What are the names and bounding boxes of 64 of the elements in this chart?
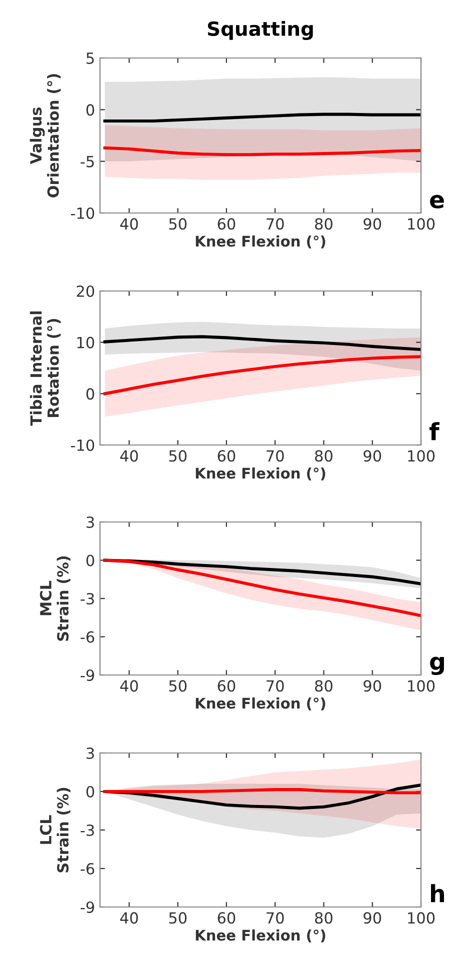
x-tick-label: 90: [364, 912, 382, 924]
x-axis-title: Knee Flexion (°): [196, 467, 326, 480]
y-tick-label: 10: [77, 336, 94, 348]
y-tick-label: 0: [86, 388, 94, 400]
x-tick-label: 100: [408, 450, 435, 462]
y-axis-title: LCL Strain (%): [40, 788, 70, 872]
x-tick-label: 50: [169, 680, 187, 692]
x-tick-label: 50: [169, 218, 187, 230]
x-tick-label: 70: [266, 218, 284, 230]
line-series: [103, 335, 421, 352]
x-tick-label: 100: [408, 218, 435, 230]
y-tick-label: 3: [86, 747, 94, 760]
y-tick-label: 0: [86, 786, 94, 798]
x-tick-label: 100: [408, 912, 435, 924]
y-tick-label: -10: [70, 439, 94, 452]
text: g: [430, 656, 444, 675]
y-tick-label: -6: [80, 862, 94, 875]
y-tick-label: -6: [80, 631, 94, 643]
text: h: [431, 884, 444, 902]
y-tick-label: 20: [76, 285, 94, 298]
x-tick-label: 80: [315, 218, 332, 230]
x-tick-label: 90: [364, 450, 382, 462]
x-tick-label: 60: [218, 680, 236, 692]
x-tick-label: 70: [266, 450, 284, 462]
x-tick-label: 80: [315, 912, 332, 924]
line-series: [103, 112, 421, 123]
x-tick-label: 60: [218, 912, 236, 924]
y-axis-title: Tibia Internal Rotation (°): [30, 311, 61, 426]
y-tick-label: 5: [86, 52, 94, 64]
line-series: [103, 558, 421, 618]
x-tick-label: 80: [315, 450, 332, 462]
text: e: [430, 194, 444, 208]
line-series: [103, 146, 421, 156]
x-tick-label: 40: [120, 450, 138, 462]
y-tick-label: -9: [80, 901, 94, 914]
y-tick-label: -3: [80, 592, 94, 605]
y-tick-label: -10: [70, 207, 94, 220]
y-tick-label: -5: [80, 156, 94, 168]
y-tick-label: 0: [86, 554, 94, 566]
x-axis-title: Knee Flexion (°): [196, 929, 326, 942]
x-tick-label: 100: [408, 680, 435, 692]
y-tick-label: 0: [86, 104, 94, 116]
y-tick-label: -9: [80, 669, 94, 682]
x-tick-label: 60: [218, 218, 236, 230]
x-tick-label: 70: [266, 680, 284, 692]
x-tick-label: 50: [169, 912, 187, 924]
x-tick-label: 90: [364, 680, 382, 692]
x-tick-label: 40: [120, 680, 138, 692]
x-axis-title: Knee Flexion (°): [196, 697, 326, 710]
y-axis-title: MCL Strain (%): [40, 556, 70, 641]
y-tick-label: -3: [80, 824, 94, 836]
x-axis-title: Knee Flexion (°): [196, 235, 326, 248]
x-tick-label: 70: [266, 912, 284, 924]
y-axis-title: Valgus Orientation (°): [30, 74, 61, 198]
x-tick-label: 60: [218, 450, 236, 462]
chart-title: Squatting: [208, 21, 313, 40]
text: f: [429, 422, 440, 440]
x-tick-label: 50: [169, 450, 187, 462]
y-tick-label: 3: [86, 516, 94, 528]
x-tick-label: 90: [364, 218, 382, 230]
x-tick-label: 40: [120, 912, 138, 924]
x-tick-label: 80: [315, 680, 332, 692]
x-tick-label: 40: [120, 218, 138, 230]
line-series: [103, 355, 421, 396]
